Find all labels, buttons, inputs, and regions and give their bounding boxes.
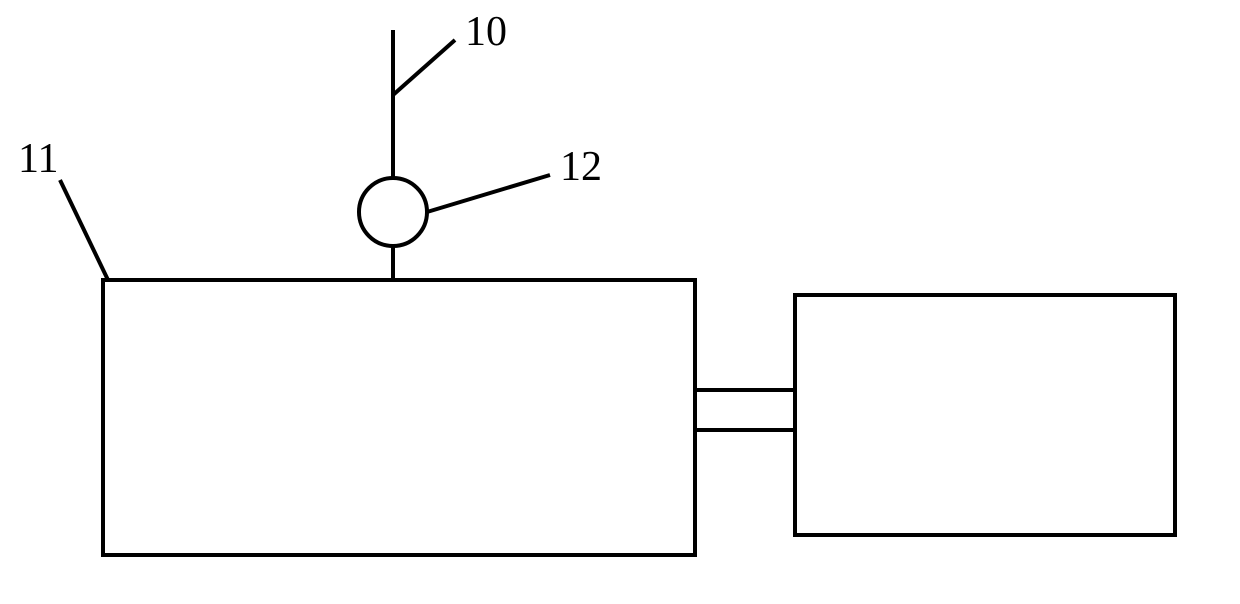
label-10: 10 <box>465 9 507 55</box>
diagram-canvas: 10 11 12 <box>0 0 1240 604</box>
left-block <box>103 280 695 555</box>
right-block <box>795 295 1175 535</box>
label-11: 11 <box>18 136 58 182</box>
leader-10 <box>393 40 455 95</box>
leader-12 <box>427 175 550 212</box>
label-12: 12 <box>560 144 602 190</box>
circle-node <box>359 178 427 246</box>
leader-11 <box>60 180 108 280</box>
